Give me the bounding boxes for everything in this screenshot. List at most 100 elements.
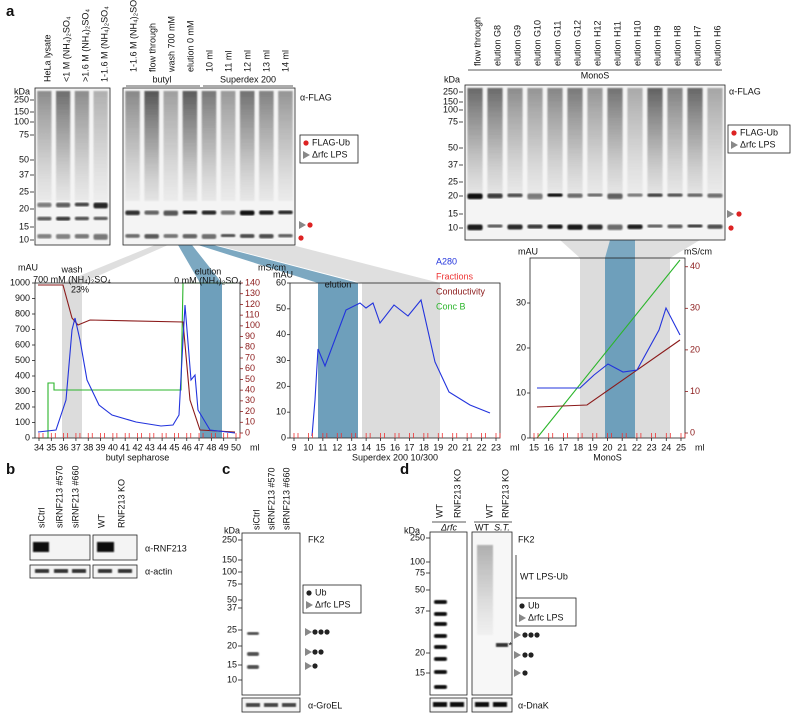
y-tick-label: 20 [276, 381, 286, 391]
band [182, 210, 198, 215]
lane-smear [182, 91, 198, 201]
connector-bands [62, 240, 700, 283]
label: Ub [528, 600, 540, 610]
band [220, 210, 236, 215]
label: FLAG-Ub [312, 137, 350, 147]
y-tick-label: 900 [15, 293, 30, 303]
band [118, 569, 132, 573]
band [239, 210, 255, 216]
x-tick-label: 17 [404, 442, 414, 452]
x-tick-label: 24 [661, 442, 671, 452]
marker-label: 100 [222, 566, 237, 576]
x-tick-label: 42 [132, 442, 142, 452]
band [246, 703, 260, 707]
marker-label: 250 [443, 86, 458, 96]
x-tick-label: 15 [376, 442, 386, 452]
band [467, 224, 483, 231]
x-tick-label: 22 [632, 442, 642, 452]
label: mS/cm [258, 262, 286, 272]
x-tick-label: 20 [602, 442, 612, 452]
x-tick-label: 47 [194, 442, 204, 452]
symbol [522, 670, 528, 676]
band [37, 216, 52, 221]
band [163, 210, 179, 216]
band [607, 193, 623, 200]
band [220, 234, 236, 238]
band [493, 702, 507, 707]
y2-tick-label: 90 [245, 331, 255, 341]
band [125, 234, 140, 238]
lane-smear [278, 91, 293, 201]
symbol [731, 141, 738, 149]
band [56, 202, 71, 208]
symbol [528, 632, 534, 638]
label: WT [475, 522, 489, 532]
marker-label: 20 [227, 640, 237, 650]
x-tick-label: 13 [347, 442, 357, 452]
x-tick-label: 11 [318, 442, 327, 452]
x-tick-label: 10 [303, 442, 313, 452]
band [264, 703, 278, 707]
lane-smear [567, 88, 583, 197]
lane-smear [607, 88, 623, 197]
symbol [522, 652, 528, 658]
lane-label: elution H10 [632, 20, 642, 66]
band [93, 202, 108, 209]
lane-label: RNF213 KO [452, 469, 462, 518]
x-tick-label: 39 [96, 442, 106, 452]
x-tick-label: 16 [390, 442, 400, 452]
lane-label: 12 ml [242, 50, 252, 72]
band [487, 224, 503, 228]
band [507, 224, 523, 230]
band [282, 703, 296, 707]
band [37, 234, 52, 239]
band [259, 210, 274, 215]
label: FLAG-Ub [740, 127, 778, 137]
band [93, 216, 108, 221]
label: WT LPS-Ub [520, 571, 568, 581]
y-tick-label: 600 [15, 339, 30, 349]
band [467, 193, 483, 200]
band [201, 210, 217, 215]
band [687, 193, 703, 197]
marker-label: 15 [448, 208, 458, 218]
label: ml [510, 442, 520, 452]
label: kDa [14, 86, 30, 96]
legend-label: Conc B [436, 301, 466, 311]
label: 700 mM (NH₄)₂SO₄ [33, 274, 111, 284]
symbol [318, 649, 324, 655]
lane-smear [201, 91, 217, 201]
band [434, 600, 447, 604]
lane-smear [647, 88, 663, 197]
x-tick-label: 22 [477, 442, 487, 452]
x-tick-label: 19 [433, 442, 443, 452]
lane-smear [687, 88, 703, 197]
band [37, 202, 52, 208]
band [487, 193, 503, 199]
y-tick-label: 0 [281, 432, 286, 442]
symbol [305, 648, 312, 656]
label: FK2 [308, 534, 325, 544]
label: Superdex 200 10/300 [352, 452, 438, 462]
lane-label: RNF213 KO [116, 479, 126, 528]
label: elution [325, 279, 352, 289]
marker-label: 10 [448, 222, 458, 232]
band [93, 234, 108, 240]
y2-tick-label: 50 [245, 374, 255, 384]
x-tick-label: 49 [219, 442, 229, 452]
y2-tick-label: 0 [690, 427, 695, 437]
x-tick-label: 15 [529, 442, 539, 452]
y-tick-label: 0 [521, 432, 526, 442]
band [33, 542, 49, 552]
x-tick-label: 21 [617, 442, 627, 452]
lane-label: wash 700 mM [166, 16, 176, 73]
band [547, 224, 563, 229]
band [527, 193, 543, 200]
y-tick-label: 10 [276, 407, 286, 417]
y2-tick-label: 80 [245, 342, 255, 352]
lane-smear [74, 91, 89, 201]
marker-label: 10 [227, 674, 237, 684]
marker-label: 10 [19, 234, 29, 244]
band [667, 224, 683, 229]
lane-smear [547, 88, 563, 197]
